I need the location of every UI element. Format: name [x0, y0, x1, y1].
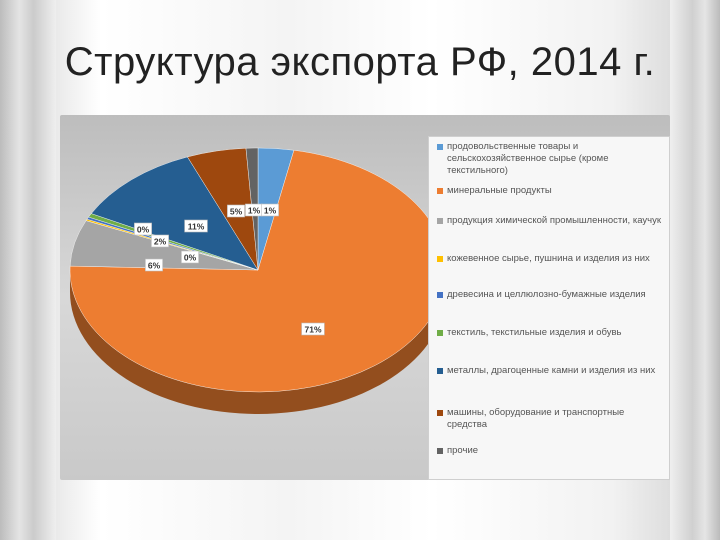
data-label-mineral-box	[301, 322, 325, 336]
data-label-chemical-text: 6%	[148, 261, 161, 271]
pie-labels: 71% 6% 0% 0% 11% 5% 1% 2% 1%	[134, 203, 325, 336]
legend-item: минеральные продукты	[437, 185, 665, 197]
legend-swatch	[437, 448, 443, 454]
legend-label: продукция химической промышленности, кау…	[447, 215, 661, 226]
legend-swatch	[437, 330, 443, 336]
legend-swatch	[437, 256, 443, 262]
slide-title: Структура экспорта РФ, 2014 г.	[64, 40, 656, 84]
data-label-other-text: 1%	[248, 206, 261, 216]
legend-swatch	[437, 292, 443, 298]
data-label-wood-text: 0%	[137, 225, 150, 235]
data-label-food: 1%	[261, 203, 279, 217]
data-label-leather: 0%	[181, 250, 199, 264]
data-label-other: 1%	[245, 203, 263, 217]
data-label-textile-text: 2%	[154, 237, 167, 247]
data-label-metals-text: 11%	[188, 222, 205, 232]
legend-label: древесина и целлюлозно-бумажные изделия	[447, 289, 646, 300]
legend-swatch	[437, 188, 443, 194]
data-label-mineral: 71%	[301, 322, 325, 336]
legend-swatch	[437, 218, 443, 224]
data-label-chemical-box	[145, 258, 163, 272]
legend-item: текстиль, текстильные изделия и обувь	[437, 327, 665, 339]
data-label-food-text: 1%	[264, 206, 277, 216]
legend-label: металлы, драгоценные камни и изделия из …	[447, 365, 656, 376]
legend-item: кожевенное сырье, пушнина и изделия из н…	[437, 253, 665, 265]
legend-swatch	[437, 410, 443, 416]
background-curtain-right	[670, 0, 720, 540]
legend-item: машины, оборудование и транспортные сред…	[437, 407, 665, 431]
legend-label: кожевенное сырье, пушнина и изделия из н…	[447, 253, 650, 264]
chart-legend: продовольственные товары и сельскохозяйс…	[428, 136, 670, 480]
data-label-metals: 11%	[184, 219, 208, 233]
data-label-food-box	[261, 203, 279, 217]
legend-item: древесина и целлюлозно-бумажные изделия	[437, 289, 665, 301]
legend-label: продовольственные товары и сельскохозяйс…	[447, 141, 609, 176]
data-label-leather-text: 0%	[184, 253, 197, 263]
data-label-leather-box	[181, 250, 199, 264]
data-label-mineral-text: 71%	[304, 325, 321, 335]
data-label-metals-box	[184, 219, 208, 233]
legend-item: прочие	[437, 445, 665, 457]
legend-item: продукция химической промышленности, кау…	[437, 215, 665, 227]
pie-sides	[70, 270, 446, 414]
data-label-chemical: 6%	[145, 258, 163, 272]
pie-top	[69, 147, 447, 393]
pie-side-1	[70, 270, 446, 414]
data-label-textile: 2%	[151, 234, 169, 248]
pie-slice-1	[69, 150, 447, 393]
legend-item: металлы, драгоценные камни и изделия из …	[437, 365, 665, 377]
legend-label: прочие	[447, 445, 479, 456]
data-label-wood: 0%	[134, 222, 152, 236]
data-label-wood-box	[134, 222, 152, 236]
legend-swatch	[437, 144, 443, 150]
data-label-machines-text: 5%	[230, 207, 243, 217]
legend-label: машины, оборудование и транспортные сред…	[447, 407, 625, 430]
pie-slice-6	[90, 156, 259, 271]
data-label-textile-box	[151, 234, 169, 248]
data-label-machines-box	[227, 204, 245, 218]
legend-label: минеральные продукты	[447, 185, 552, 196]
legend-item: продовольственные товары и сельскохозяйс…	[437, 141, 665, 177]
legend-swatch	[437, 368, 443, 374]
legend-label: текстиль, текстильные изделия и обувь	[447, 327, 622, 338]
data-label-machines: 5%	[227, 204, 245, 218]
background-curtain-left	[0, 0, 56, 540]
